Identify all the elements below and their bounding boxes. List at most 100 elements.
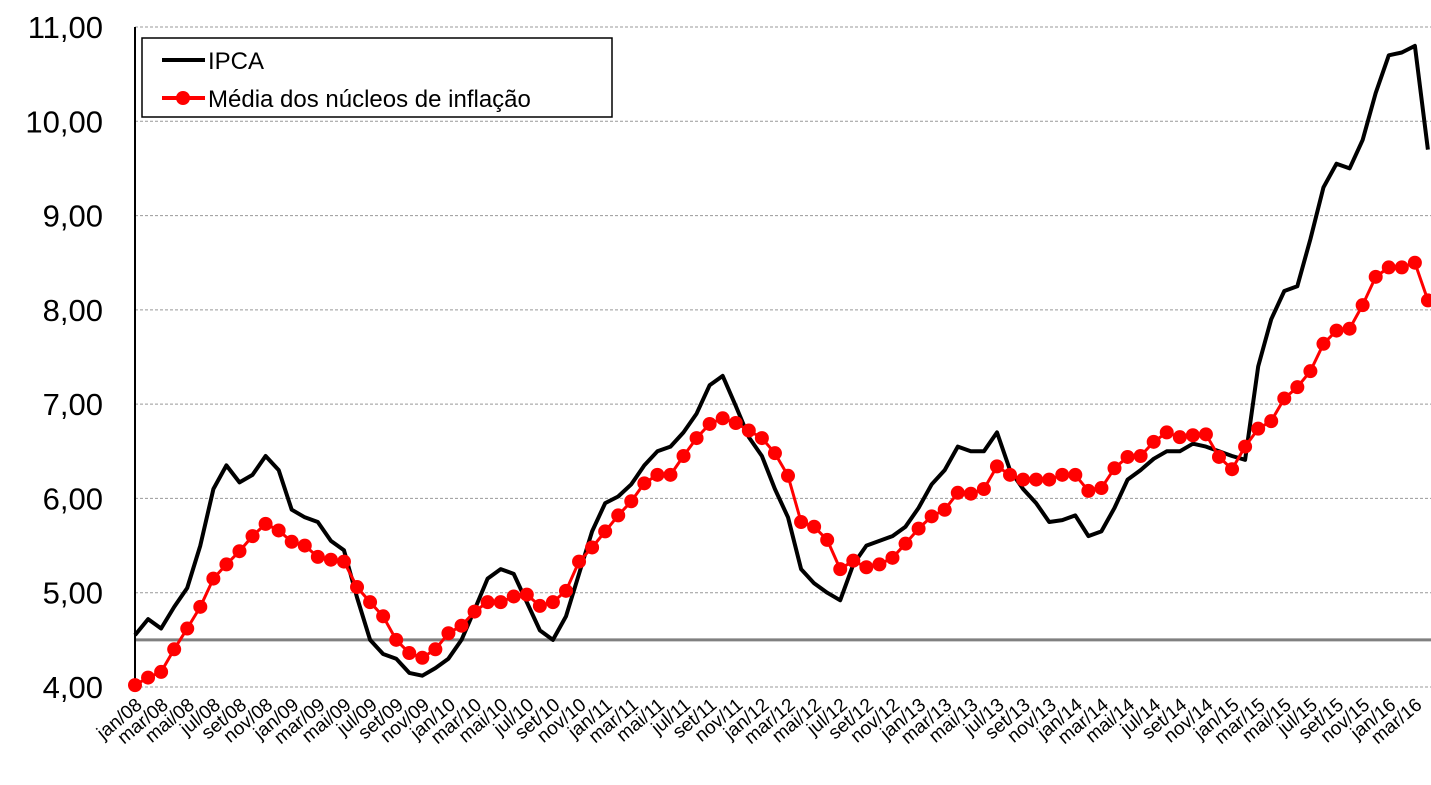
- series-marker: [558, 583, 573, 598]
- series-marker: [728, 416, 743, 430]
- series-marker: [781, 468, 795, 483]
- series-marker: [493, 595, 508, 610]
- series-marker: [1172, 430, 1187, 445]
- legend-box: [141, 37, 613, 118]
- series-marker: [519, 587, 534, 602]
- legend-label: Média dos núcleos de inflação: [208, 86, 531, 113]
- series-marker: [1225, 462, 1240, 477]
- series-marker: [911, 521, 926, 536]
- series-marker: [754, 431, 769, 446]
- series-marker: [271, 523, 286, 538]
- series-marker: [663, 467, 678, 482]
- series-marker: [180, 621, 195, 636]
- series-marker: [950, 485, 965, 500]
- series-marker: [1159, 425, 1174, 440]
- series-marker: [794, 515, 809, 529]
- y-tick-label: 8,00: [43, 293, 103, 328]
- series-marker: [193, 599, 208, 614]
- series-marker: [833, 562, 848, 577]
- series-marker: [441, 626, 456, 641]
- series-marker: [1264, 414, 1279, 429]
- series-marker: [598, 524, 613, 539]
- series-marker: [363, 595, 378, 610]
- y-tick-label: 5,00: [43, 576, 103, 611]
- series-marker: [1394, 260, 1409, 275]
- series-marker: [350, 580, 365, 595]
- series-marker: [741, 423, 756, 438]
- series-marker: [1329, 323, 1344, 338]
- series-marker: [1407, 255, 1422, 270]
- y-tick-label: 7,00: [43, 387, 103, 422]
- series-marker: [1368, 269, 1383, 284]
- series-marker: [336, 554, 351, 569]
- series-marker: [245, 529, 260, 544]
- series-marker: [284, 534, 299, 549]
- series-marker: [676, 449, 691, 463]
- series-marker: [1355, 298, 1370, 313]
- series-marker: [154, 664, 169, 679]
- series-marker: [428, 642, 443, 657]
- series-marker: [1068, 467, 1083, 482]
- series-marker: [807, 519, 822, 534]
- series-marker: [1146, 434, 1161, 449]
- y-tick-label: 4,00: [43, 670, 103, 705]
- legend: IPCA Média dos núcleos de inflação: [141, 37, 613, 118]
- series-marker: [937, 502, 952, 517]
- series-marker: [167, 642, 182, 657]
- series-marker: [898, 536, 913, 551]
- y-tick-label: 11,00: [28, 10, 103, 45]
- series-marker: [219, 557, 234, 572]
- legend-marker: [176, 91, 190, 105]
- series-marker: [389, 632, 404, 647]
- series-marker: [232, 544, 247, 559]
- series-marker: [1420, 293, 1431, 308]
- series-marker: [402, 646, 417, 661]
- series-marker: [1198, 427, 1213, 442]
- series-marker: [1381, 260, 1396, 275]
- series-marker: [1290, 380, 1305, 395]
- series-marker: [989, 459, 1004, 474]
- series-marker: [872, 557, 887, 572]
- series-marker: [1303, 364, 1318, 379]
- series-marker: [963, 486, 978, 501]
- series-marker: [650, 467, 665, 482]
- series-marker: [467, 604, 482, 619]
- series-marker: [1055, 467, 1070, 482]
- series-marker: [1238, 439, 1253, 454]
- series-marker: [376, 609, 391, 624]
- y-tick-label: 9,00: [43, 199, 103, 234]
- series-marker: [689, 431, 704, 446]
- series-marker: [1342, 321, 1357, 336]
- series-marker: [585, 540, 600, 555]
- series-marker: [1211, 449, 1226, 464]
- series-marker: [258, 516, 273, 531]
- series-marker: [323, 552, 338, 567]
- series-marker: [1277, 391, 1292, 406]
- series-marker: [846, 553, 861, 568]
- series-marker: [1016, 472, 1031, 487]
- series-marker: [611, 508, 626, 523]
- series-marker: [1003, 467, 1018, 482]
- series-marker: [572, 554, 587, 569]
- series-marker: [1042, 472, 1057, 487]
- series-marker: [885, 550, 900, 565]
- series-marker: [820, 532, 835, 547]
- series-marker: [1133, 449, 1148, 463]
- series-marker: [976, 482, 991, 496]
- series-marker: [454, 618, 469, 633]
- y-tick-label: 6,00: [43, 481, 103, 516]
- series-marker: [206, 571, 221, 586]
- series-line: [134, 261, 1430, 687]
- series-marker: [859, 560, 874, 575]
- series-marker: [532, 598, 547, 613]
- series-marker: [624, 494, 639, 509]
- series-line: [133, 43, 1430, 678]
- series-marker: [1120, 449, 1135, 464]
- series-marker: [310, 549, 325, 564]
- series-marker: [1107, 461, 1122, 476]
- series-marker: [702, 416, 717, 431]
- series-marker: [480, 595, 495, 610]
- series-marker: [715, 411, 730, 426]
